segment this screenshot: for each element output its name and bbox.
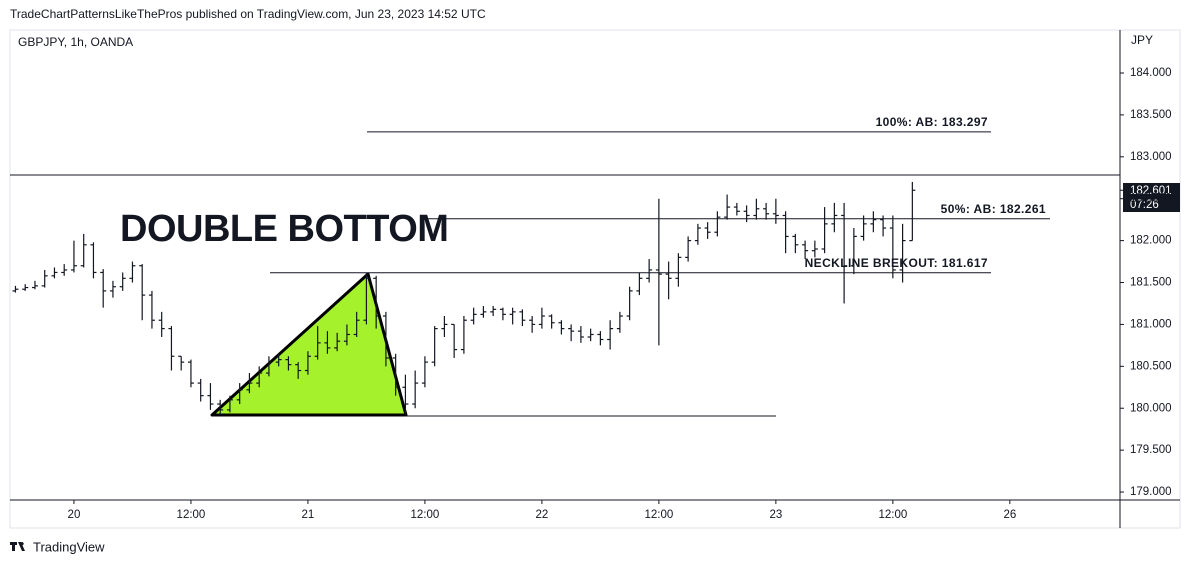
x-tick-label: 12:00: [644, 509, 673, 521]
frame: [9, 29, 1181, 529]
y-tick-label: 179.000: [1130, 486, 1172, 498]
symbol-title: GBPJPY, 1h, OANDA: [18, 35, 133, 49]
logo: [10, 542, 25, 551]
y-tick-label: 182.500: [1130, 193, 1172, 205]
footer: TradingView: [33, 539, 105, 554]
x-tick-label: 20: [68, 509, 81, 521]
level-label: 100%: AB: 183.297: [876, 115, 988, 129]
y-tick-label: 181.500: [1130, 277, 1172, 289]
y-tick-label: 180.500: [1130, 360, 1172, 372]
y-tick-label: 184.000: [1130, 67, 1172, 79]
y-tick-label: 183.000: [1130, 151, 1172, 163]
header: TradeChartPatternsLikeThePros published …: [10, 7, 486, 21]
x-tick-label: 12:00: [878, 509, 907, 521]
y-tick-label: 180.000: [1130, 402, 1172, 414]
level-label: 50%: AB: 182.261: [941, 202, 1046, 216]
x-tick-label: 26: [1003, 509, 1016, 521]
last-price: 182.601: [1130, 185, 1172, 197]
y-tick-label: 183.500: [1130, 109, 1172, 121]
currency: JPY: [1131, 33, 1153, 47]
level-label: NECKLINE BREKOUT: 181.617: [805, 256, 988, 270]
y-tick-label: 181.000: [1130, 318, 1172, 330]
plot: 100%: AB: 183.297 50%: AB: 182.261 NECKLIN…: [12, 115, 1050, 415]
x-tick-label: 12:00: [177, 509, 206, 521]
last-price-box: [1123, 183, 1180, 212]
x-tick-label: 22: [535, 509, 548, 521]
pattern-label: DOUBLE BOTTOM: [120, 208, 448, 250]
countdown: 07:26: [1130, 199, 1159, 211]
y-tick-label: 179.500: [1130, 444, 1172, 456]
x-tick-label: 12:00: [411, 509, 440, 521]
x-tick-label: 23: [769, 509, 782, 521]
y-tick-label: 182.000: [1130, 235, 1172, 247]
pattern-triangle: [210, 272, 408, 417]
x-tick-label: 21: [302, 509, 315, 521]
